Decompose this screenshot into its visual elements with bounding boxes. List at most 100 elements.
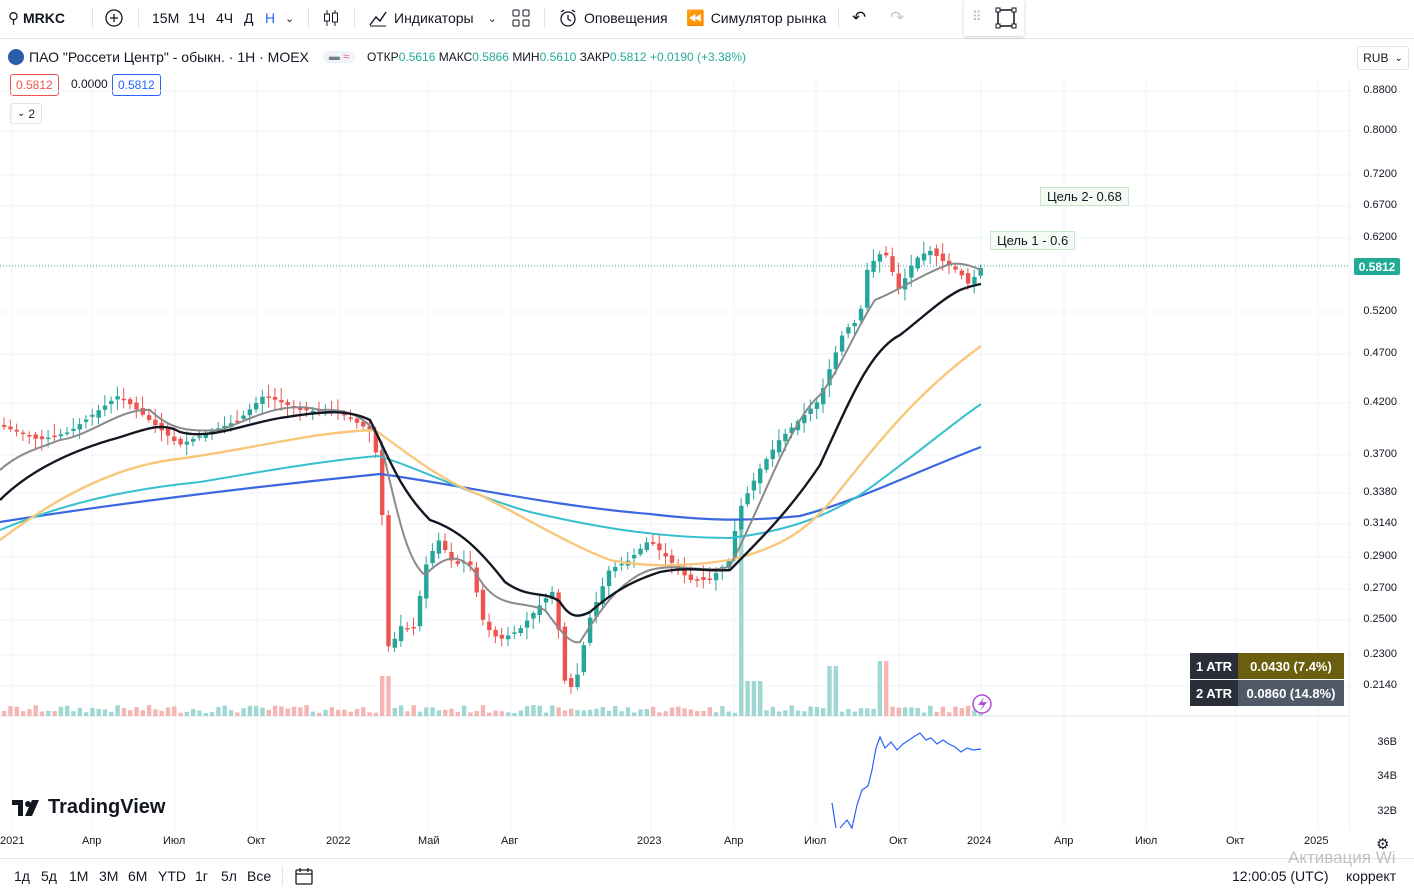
volume-bar — [682, 708, 687, 716]
volume-bar — [821, 708, 826, 716]
candle-body — [373, 430, 379, 453]
candle-body — [203, 433, 208, 438]
candle-body — [424, 564, 429, 599]
price-chart[interactable] — [0, 38, 1350, 830]
range-3m[interactable]: 3М — [99, 868, 119, 884]
interval-1w[interactable]: Н — [265, 10, 276, 26]
candle-body — [272, 396, 278, 400]
range-1y[interactable]: 1г — [195, 868, 208, 884]
range-6m[interactable]: 6М — [128, 868, 148, 884]
buy-price-button[interactable]: 0.5812 — [112, 74, 161, 96]
chart-type-button[interactable] — [322, 0, 340, 36]
candle-body — [405, 628, 410, 630]
intervals-dropdown[interactable]: ⌄ — [285, 0, 294, 36]
volume-bar — [172, 706, 177, 716]
volume-bar — [827, 666, 832, 716]
volume-bar — [430, 707, 435, 716]
volume-bar — [178, 712, 183, 716]
volume-bar — [291, 706, 297, 716]
target-2-label[interactable]: Цель 2- 0.68 — [1040, 187, 1129, 206]
volume-bar — [461, 705, 467, 716]
candle-body — [550, 591, 555, 599]
compare-symbol-button[interactable] — [104, 0, 124, 36]
volume-bar — [386, 676, 391, 716]
symbol-search[interactable]: ⚲ MRKC — [8, 10, 65, 27]
volume-bar — [587, 709, 593, 716]
range-all[interactable]: Все — [247, 868, 272, 884]
target-1-label[interactable]: Цель 1 - 0.6 — [990, 231, 1076, 250]
volume-bar — [846, 709, 851, 716]
candles — [2, 241, 983, 694]
go-to-date-button[interactable] — [294, 866, 314, 891]
legend-toggles[interactable]: ▬ ≈ — [322, 51, 356, 63]
collapse-indicators-button[interactable]: ⌄ 2 — [10, 103, 42, 124]
range-5d[interactable]: 5д — [41, 868, 57, 884]
range-5y[interactable]: 5л — [221, 868, 237, 884]
volume-bar — [367, 712, 372, 716]
candle-body — [745, 493, 750, 505]
candle-body — [972, 276, 977, 284]
volume-bar — [531, 705, 536, 716]
tradingview-logo[interactable]: TradingView — [12, 796, 165, 819]
candle-body — [480, 589, 486, 620]
candle-body — [764, 459, 769, 470]
candle-body — [121, 398, 127, 401]
candle-body — [846, 327, 851, 334]
candle-body — [348, 417, 353, 419]
range-ytd[interactable]: YTD — [158, 868, 186, 884]
currency-select[interactable]: RUB ⌄ — [1357, 46, 1409, 70]
layouts-button[interactable] — [511, 0, 531, 36]
volume-bar — [272, 705, 278, 716]
volume-bar — [802, 711, 807, 716]
select-rectangle-icon[interactable] — [994, 6, 1018, 30]
candle-body — [449, 551, 454, 561]
candle-body — [411, 626, 416, 629]
volume-bar — [953, 706, 958, 716]
redo-icon: ↷ — [890, 8, 905, 27]
interval-15m[interactable]: 15М — [152, 10, 180, 26]
volume-bar — [203, 712, 208, 716]
interval-1h[interactable]: 1Ч — [188, 10, 206, 26]
range-1d[interactable]: 1д — [14, 868, 30, 884]
indicators-icon — [369, 11, 387, 27]
interval-4h[interactable]: 4Ч — [216, 10, 234, 26]
volume-bar — [411, 705, 416, 716]
volume-bar — [153, 709, 158, 716]
undo-button[interactable]: ↶ — [852, 0, 866, 36]
candle-body — [726, 560, 731, 568]
volume-bar — [676, 706, 681, 716]
sell-price-button[interactable]: 0.5812 — [10, 74, 59, 96]
volume-bar — [285, 708, 290, 716]
volume-bar — [197, 710, 202, 716]
indicators-button[interactable]: Индикаторы ⌄ — [368, 0, 497, 36]
spread-value: 0.0000 — [71, 77, 108, 91]
candle-body — [254, 403, 259, 410]
ma-black-line — [0, 282, 982, 617]
atr-1-row: 1 ATR 0.0430 (7.4%) — [1190, 653, 1344, 679]
volume-bar — [543, 712, 549, 716]
rewind-icon: ⏪ — [686, 10, 705, 27]
adjust-toggle[interactable]: коррект — [1346, 868, 1397, 884]
lightning-icon[interactable] — [972, 694, 992, 714]
range-1m[interactable]: 1М — [69, 868, 89, 884]
candle-body — [65, 432, 70, 435]
legend-title[interactable]: ПАО "Россети Центр" - обыкн. · 1Н · MOEX — [29, 49, 309, 65]
volume-bar — [739, 526, 744, 716]
volume-bar — [2, 711, 7, 716]
market-replay-button[interactable]: ⏪ Симулятор рынка — [686, 10, 827, 27]
volume-bar — [865, 708, 870, 716]
candle-body — [543, 598, 549, 603]
candle-body — [751, 480, 757, 491]
redo-button[interactable]: ↷ — [890, 0, 904, 36]
volume-bar — [751, 681, 757, 716]
candle-body — [102, 405, 108, 410]
drag-handle-icon[interactable]: ⠿ — [972, 9, 981, 24]
candle-body — [562, 626, 568, 681]
interval-1d[interactable]: Д — [244, 10, 254, 26]
volume-bar — [606, 710, 612, 716]
volume-bar — [650, 706, 656, 716]
chart-settings-button[interactable]: ⚙ — [1376, 835, 1389, 854]
bottom-toolbar — [0, 858, 1414, 895]
clock-timezone[interactable]: 12:00:05 (UTC) — [1232, 868, 1329, 884]
alerts-button[interactable]: Оповещения — [558, 0, 668, 36]
